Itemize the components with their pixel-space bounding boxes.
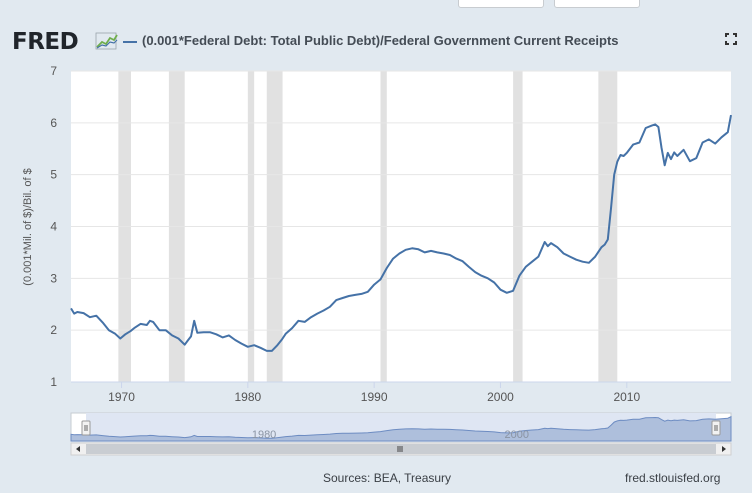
series-title[interactable]: (0.001*Federal Debt: Total Public Debt)/…: [142, 33, 619, 48]
download-button[interactable]: [554, 0, 640, 8]
navigator-tick-label: 2000: [504, 429, 528, 441]
y-tick-labels: 1 2 3 4 5 6 7: [50, 64, 57, 389]
series-group: [70, 114, 732, 352]
y-tick-label: 2: [50, 323, 57, 337]
x-tick-labels: 1970 1980 1990 2000 2010: [108, 382, 640, 404]
arrow-right-icon[interactable]: [722, 446, 726, 452]
y-tick-label: 7: [50, 64, 57, 78]
navigator-tick-label: 1980: [252, 429, 276, 441]
y-tick-label: 1: [50, 375, 57, 389]
navigator-tick-labels: 1980 2000: [252, 429, 529, 441]
x-tick-label: 1970: [108, 390, 135, 404]
y-tick-label: 3: [50, 271, 57, 285]
chart-spark-icon: [95, 32, 118, 50]
fullscreen-icon[interactable]: [725, 33, 737, 45]
sources-text: Sources: BEA, Treasury: [323, 471, 452, 485]
fred-logo[interactable]: FRED: [12, 29, 79, 55]
range-navigator[interactable]: 1980 2000: [70, 412, 732, 442]
fred-site-link[interactable]: fred.stlouisfed.org: [625, 471, 721, 485]
edit-graph-button[interactable]: [458, 0, 544, 8]
y-tick-label: 4: [50, 220, 57, 234]
gridlines-group: [71, 70, 731, 383]
y-tick-label: 6: [50, 116, 57, 130]
navigator-left-handle[interactable]: [81, 420, 91, 436]
navigator-right-handle[interactable]: [711, 420, 721, 436]
scrollbar[interactable]: [70, 442, 732, 456]
y-axis-label: (0.001*Mil. of $)/Bil. of $: [22, 168, 34, 285]
x-tick-label: 1990: [361, 390, 388, 404]
x-tick-label: 2000: [487, 390, 514, 404]
line-chart: 1 2 3 4 5 6 7 1970 1980 1990 2000 2010 (0.001*Mil.…: [22, 64, 732, 456]
legend-series-swatch: [123, 41, 137, 43]
series-line: [70, 114, 732, 352]
x-tick-label: 2010: [613, 390, 640, 404]
x-tick-label: 1980: [234, 390, 261, 404]
arrow-left-icon[interactable]: [76, 446, 80, 452]
scrollbar-thumb[interactable]: [86, 444, 716, 454]
grip-icon: [397, 446, 403, 452]
navigator-series-area: [70, 415, 732, 442]
y-tick-label: 5: [50, 168, 57, 182]
